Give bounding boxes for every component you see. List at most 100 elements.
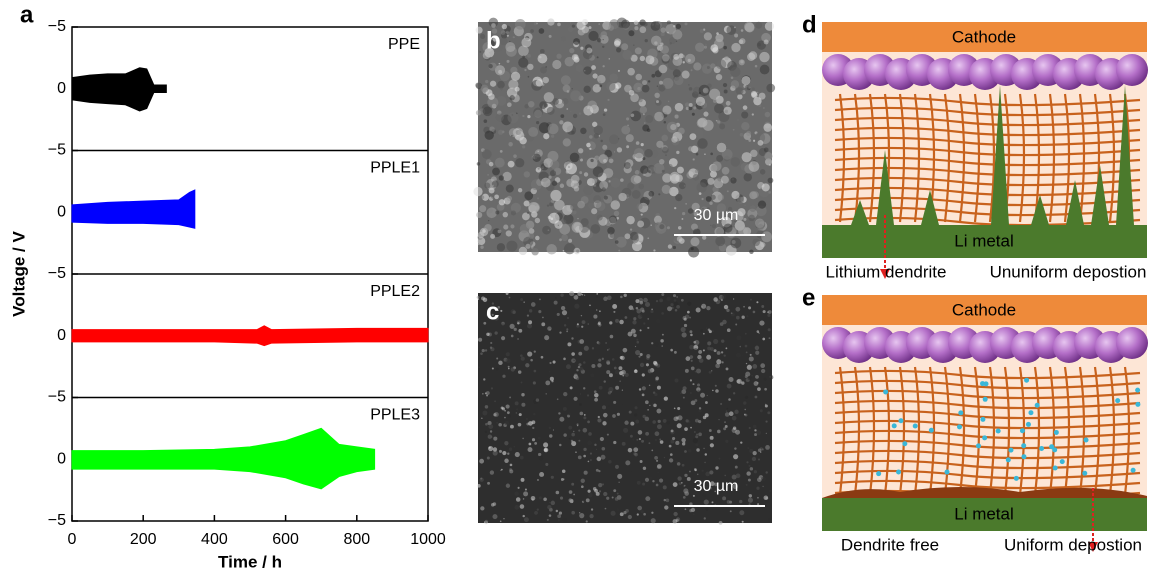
sem-grain [584,172,588,176]
battery-schematic: eCathodeLi metalDendrite freeUniform dep… [802,284,1148,554]
sem-grain [660,339,663,342]
sem-grain [560,293,563,296]
sem-grain [480,478,484,482]
sem-grain [566,108,568,110]
sem-grain [704,499,709,504]
sem-grain [710,225,711,226]
sem-grain [591,224,601,234]
sem-grain [767,411,770,414]
sem-grain [477,484,481,488]
sem-grain [599,490,601,492]
sem-grain [484,224,491,231]
sem-grain [697,474,698,475]
sem-grain [560,497,563,500]
sem-grain [637,341,640,344]
sem-grain [684,318,687,321]
sem-grain [637,221,644,228]
sem-grain [482,349,485,352]
sem-grain [485,520,488,523]
sem-grain [549,427,551,429]
sem-grain [630,422,634,426]
sem-grain [643,415,646,418]
sem-grain [621,126,630,135]
sem-grain [664,499,666,501]
sem-grain [690,379,692,381]
sem-grain [502,172,511,181]
sem-grain [700,329,703,332]
sem-grain [714,349,717,352]
sem-grain [766,433,767,434]
sem-grain [642,157,645,160]
sem-grain [584,471,588,475]
sem-grain [632,439,634,441]
sem-grain [549,362,551,364]
sem-grain [606,370,610,374]
sem-grain [684,442,685,443]
sem-grain [688,449,691,452]
sem-grain [677,167,684,174]
li-ion [1020,428,1025,433]
sem-grain [764,39,769,44]
sem-grain [510,324,515,329]
sem-grain [646,354,650,358]
sem-grain [599,386,603,390]
sem-grain [583,387,585,389]
sem-grain [717,120,720,123]
sem-grain [692,383,694,385]
sem-grain [654,41,657,44]
sem-grain [506,241,517,252]
sem-grain [558,412,560,414]
sem-grain [484,182,490,188]
sem-grain [590,459,592,461]
sem-grain [549,202,553,206]
sem-grain [643,467,646,470]
sem-grain [559,444,561,446]
sem-grain [584,346,589,351]
sem-grain [640,106,647,113]
sem-grain [483,107,493,117]
sem-grain [510,224,514,228]
sem-grain [667,226,670,229]
sem-grain [556,54,561,59]
sem-grain [518,423,522,427]
sem-grain [588,202,595,209]
sem-grain [659,383,662,386]
sem-grain [675,115,679,119]
sem-grain [710,153,713,156]
sem-grain [539,456,544,461]
sem-grain [493,437,497,441]
sem-grain [748,479,751,482]
sem-grain [614,211,619,216]
sem-grain [523,515,525,517]
sem-grain [538,168,540,170]
sem-grain [633,317,636,320]
sem-grain [760,363,765,368]
sem-grain [761,305,764,308]
sem-grain [599,324,600,325]
li-ion [945,470,950,475]
sem-grain [623,428,628,433]
sem-grain [559,120,563,124]
sem-grain [480,246,483,249]
scale-bar-label: 30 µm [694,478,739,495]
sem-grain [755,351,759,355]
sem-grain [682,218,684,220]
sem-grain [694,431,695,432]
sem-grain [552,181,557,186]
sem-grain [667,32,669,34]
sem-grain [761,369,765,373]
li-ion [1060,459,1065,464]
sem-grain [673,246,676,249]
sem-grain [764,388,767,391]
sem-grain [485,349,487,351]
sem-grain [644,160,645,161]
sem-grain [501,30,506,35]
caption: Uniform depostion [1004,535,1142,554]
sem-grain [561,36,566,41]
sem-grain [757,477,762,482]
sem-grain [504,421,509,426]
sem-grain [727,384,732,389]
sem-grain [613,441,616,444]
sem-grain [676,296,677,297]
sem-grain [597,75,605,83]
